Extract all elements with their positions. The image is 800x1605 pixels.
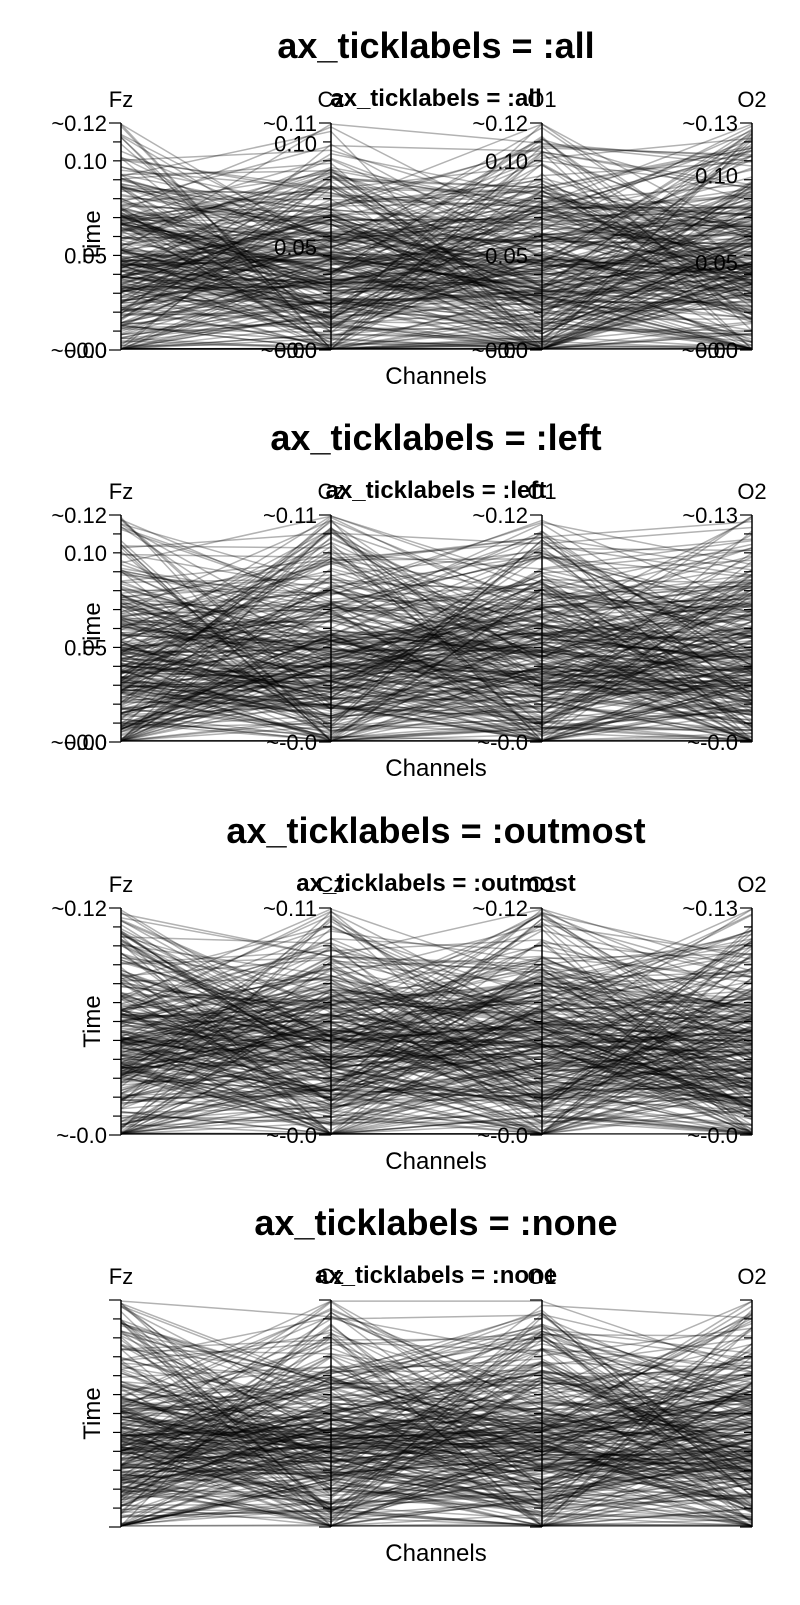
axis-max-label: ~0.12	[472, 111, 528, 136]
axis-max-label: ~0.12	[51, 896, 107, 921]
chart-title: ax_ticklabels = :outmost	[226, 810, 645, 851]
axis-min-label: ~-0.0	[56, 1123, 107, 1148]
tick-label: 0.00	[274, 338, 317, 363]
tick-label: 0.00	[64, 730, 107, 755]
axis-min-label: ~-0.0	[687, 1123, 738, 1148]
y-axis-label: Time	[79, 995, 106, 1047]
tick-label: 0.10	[695, 163, 738, 188]
axis-max-label: ~0.12	[472, 503, 528, 528]
axis-max-label: ~0.13	[682, 896, 738, 921]
chart-subtitle: ax_ticklabels = :none	[315, 1262, 557, 1289]
x-axis-label: Channels	[385, 1148, 486, 1175]
channel-label: Fz	[109, 872, 133, 897]
chart-subtitle: ax_ticklabels = :left	[326, 477, 547, 504]
tick-label: 0.10	[274, 132, 317, 157]
tick-label: 0.00	[695, 338, 738, 363]
channel-label: O2	[737, 87, 766, 112]
channel-label: Fz	[109, 479, 133, 504]
tick-label: 0.05	[695, 251, 738, 276]
channel-label: O2	[737, 479, 766, 504]
channel-label: Fz	[109, 1264, 133, 1289]
chart-subtitle: ax_ticklabels = :all	[330, 85, 541, 112]
series-lines	[121, 516, 752, 741]
axis-max-label: ~0.12	[472, 896, 528, 921]
tick-label: 0.10	[64, 541, 107, 566]
chart-title: ax_ticklabels = :left	[270, 417, 601, 458]
channel-label: O1	[527, 1264, 556, 1289]
panel-none: ax_ticklabels = :none ax_ticklabels = :no…	[79, 1202, 767, 1567]
x-axis-label: Channels	[385, 363, 486, 390]
chart-title: ax_ticklabels = :none	[254, 1202, 617, 1243]
axis-max-label: ~0.13	[682, 111, 738, 136]
y-axis-label: Time	[79, 210, 106, 262]
axis-max-label: ~0.12	[51, 111, 107, 136]
axis-min-label: ~-0.0	[477, 1123, 528, 1148]
channel-label: Cz	[318, 479, 345, 504]
channel-label: O1	[527, 479, 556, 504]
channel-label: O2	[737, 872, 766, 897]
x-axis-label: Channels	[385, 1540, 486, 1567]
channel-label: Cz	[318, 1264, 345, 1289]
channel-label: Cz	[318, 87, 345, 112]
tick-label: 0.10	[485, 149, 528, 174]
y-axis-label: Time	[79, 602, 106, 654]
y-axis-label: Time	[79, 1387, 106, 1439]
channel-label: O1	[527, 87, 556, 112]
tick-label: 0.00	[64, 338, 107, 363]
channel-label: O2	[737, 1264, 766, 1289]
series-lines	[121, 909, 752, 1134]
axis-max-label: ~0.11	[263, 896, 317, 921]
series-lines	[121, 1301, 752, 1526]
tick-label: 0.00	[485, 338, 528, 363]
channel-label: O1	[527, 872, 556, 897]
tick-label: 0.05	[274, 235, 317, 260]
axis-max-label: ~0.12	[51, 503, 107, 528]
panel-left: ax_ticklabels = :left ax_ticklabels = :le…	[51, 417, 767, 782]
axis-min-label: ~-0.0	[266, 1123, 317, 1148]
chart-title: ax_ticklabels = :all	[277, 25, 594, 66]
axis-min-label: ~-0.0	[266, 730, 317, 755]
channel-label: Fz	[109, 87, 133, 112]
axis-max-label: ~0.11	[263, 503, 317, 528]
axis-min-label: ~-0.0	[477, 730, 528, 755]
axis-min-label: ~-0.0	[687, 730, 738, 755]
panel-all: ax_ticklabels = :all ax_ticklabels = :all…	[51, 25, 767, 390]
axis-max-label: ~0.13	[682, 503, 738, 528]
tick-label: 0.05	[485, 243, 528, 268]
series-lines	[121, 124, 752, 349]
channel-label: Cz	[318, 872, 345, 897]
tick-label: 0.10	[64, 149, 107, 174]
x-axis-label: Channels	[385, 755, 486, 782]
